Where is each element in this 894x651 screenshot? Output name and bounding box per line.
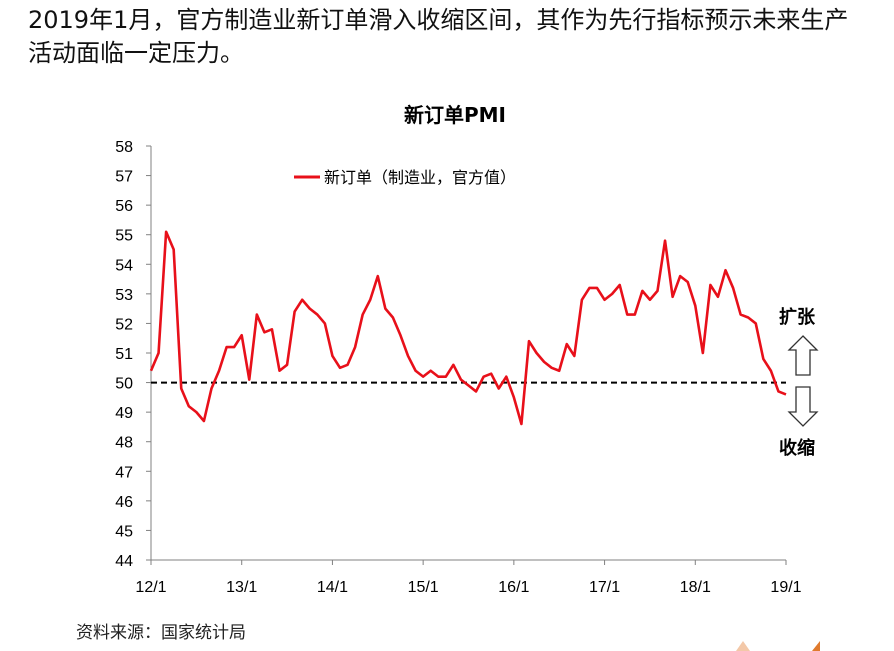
axes — [150, 146, 786, 561]
y-tick-label: 48 — [115, 435, 133, 452]
y-tick-label: 53 — [115, 287, 133, 304]
chart-title: 新订单PMI — [404, 103, 506, 127]
corner-triangle-icon — [736, 641, 750, 651]
x-tick-label: 13/1 — [226, 579, 257, 596]
y-tick-label: 58 — [115, 139, 133, 156]
expand-label: 扩张 — [779, 306, 816, 328]
y-tick-label: 45 — [115, 523, 133, 540]
annotation-group: 扩张 收缩 — [779, 306, 819, 459]
down-arrow-icon — [787, 386, 819, 427]
up-arrow-icon — [787, 335, 819, 376]
series-line-new-orders — [149, 230, 787, 426]
y-tick-label: 54 — [115, 257, 133, 274]
y-tick-label: 55 — [115, 228, 133, 245]
x-tick-label: 17/1 — [589, 579, 620, 596]
y-axis-ticks: 44 45 46 47 48 49 50 51 52 53 54 55 56 57 58 — [115, 139, 151, 570]
x-tick-label: 14/1 — [317, 579, 348, 596]
x-tick-label: 16/1 — [498, 579, 529, 596]
y-tick-label: 51 — [115, 346, 133, 363]
x-tick-label: 18/1 — [680, 579, 711, 596]
corner-wedge-icon — [812, 641, 820, 651]
x-axis-ticks: 12/1 13/1 14/1 15/1 16/1 17/1 18/1 19/1 — [135, 560, 802, 596]
x-tick-label: 19/1 — [770, 579, 801, 596]
x-tick-label: 15/1 — [408, 579, 439, 596]
new-orders-pmi-chart: 新订单PMI 新订单（制造业，官方值） 44 45 46 47 48 49 50 51 52 53… — [115, 103, 819, 596]
y-tick-label: 49 — [115, 405, 133, 422]
source-note: 资料来源：国家统计局 — [76, 623, 246, 643]
y-tick-label: 47 — [115, 464, 133, 481]
y-tick-label: 56 — [115, 198, 133, 215]
page-headline: 2019年1月，官方制造业新订单滑入收缩区间，其作为先行指标预示未来生产活动面临… — [28, 6, 849, 67]
legend-label: 新订单（制造业，官方值） — [324, 168, 516, 187]
y-tick-label: 50 — [115, 376, 133, 393]
contract-label: 收缩 — [779, 437, 815, 459]
x-tick-label: 12/1 — [135, 579, 166, 596]
y-tick-label: 46 — [115, 494, 133, 511]
y-tick-label: 57 — [115, 169, 133, 186]
y-tick-label: 44 — [115, 553, 133, 570]
legend: 新订单（制造业，官方值） — [294, 168, 516, 187]
y-tick-label: 52 — [115, 316, 133, 333]
series-layer — [149, 230, 787, 426]
